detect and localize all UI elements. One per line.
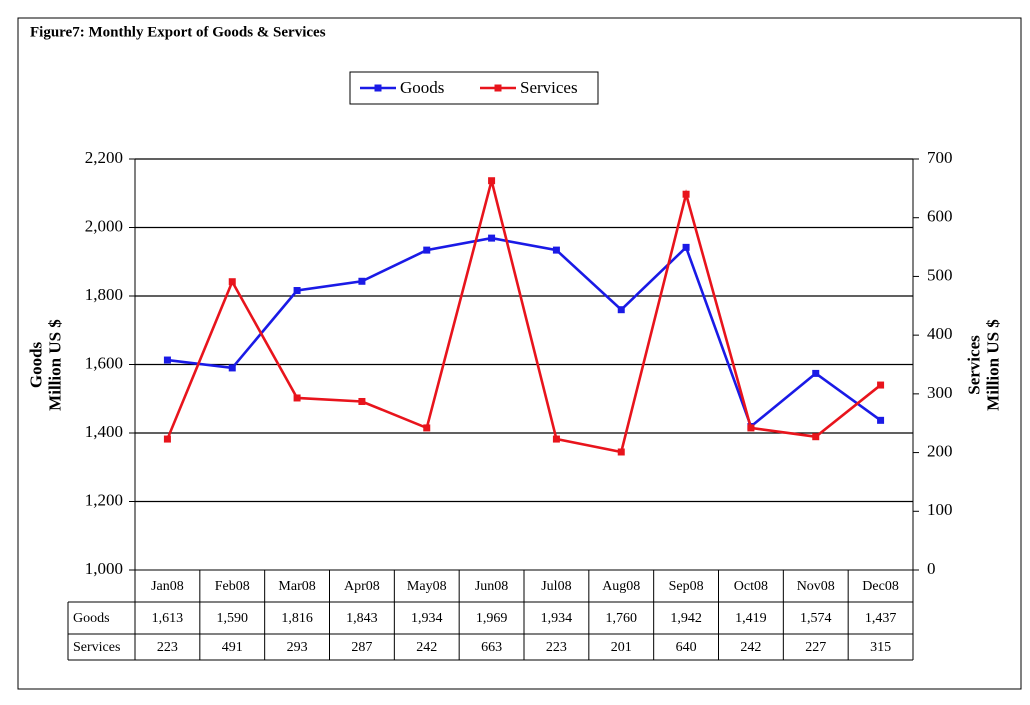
table-cell: 1,613 bbox=[152, 611, 184, 626]
table-cell: 1,419 bbox=[735, 611, 767, 626]
y2-tick-label: 400 bbox=[927, 324, 953, 343]
point bbox=[228, 364, 236, 372]
legend-marker bbox=[374, 84, 382, 92]
table-cell: 242 bbox=[416, 640, 437, 655]
point bbox=[682, 243, 690, 251]
x-tick-label: Oct08 bbox=[734, 579, 768, 594]
table-cell: 491 bbox=[222, 640, 243, 655]
legend-label: Services bbox=[520, 78, 578, 97]
point bbox=[617, 306, 625, 314]
point bbox=[293, 287, 301, 295]
x-tick-label: Jun08 bbox=[475, 579, 508, 594]
table-cell: 1,934 bbox=[541, 611, 573, 626]
table-cell: 1,843 bbox=[346, 611, 378, 626]
table-cell: 223 bbox=[546, 640, 567, 655]
point bbox=[617, 448, 625, 456]
table-cell: 1,942 bbox=[670, 611, 702, 626]
table-cell: 640 bbox=[676, 640, 697, 655]
y2-tick-label: 100 bbox=[927, 500, 953, 519]
table-row-header: Goods bbox=[73, 611, 110, 626]
point bbox=[747, 424, 755, 432]
point bbox=[163, 435, 171, 443]
y2-axis-label-line: Services bbox=[964, 335, 983, 395]
point bbox=[552, 246, 560, 254]
table-cell: 293 bbox=[287, 640, 308, 655]
y-axis-label: Goods Million US $ bbox=[26, 319, 64, 411]
point bbox=[552, 435, 560, 443]
x-tick-label: Jan08 bbox=[151, 579, 184, 594]
y-tick-label: 1,600 bbox=[85, 353, 123, 372]
y2-axis-label-line: Million US $ bbox=[983, 319, 1002, 411]
table-cell: 201 bbox=[611, 640, 632, 655]
y-tick-label: 1,200 bbox=[85, 490, 123, 509]
point bbox=[488, 177, 496, 185]
table-cell: 242 bbox=[740, 640, 761, 655]
x-tick-label: Aug08 bbox=[602, 579, 640, 594]
table-cell: 1,760 bbox=[606, 611, 638, 626]
table-cell: 315 bbox=[870, 640, 891, 655]
point bbox=[228, 278, 236, 286]
series-line bbox=[166, 180, 882, 454]
chart-title: Figure7: Monthly Export of Goods & Servi… bbox=[30, 24, 326, 40]
point bbox=[423, 424, 431, 432]
point bbox=[488, 234, 496, 242]
x-tick-label: Nov08 bbox=[797, 579, 835, 594]
y-axis-label-line: Goods bbox=[26, 341, 45, 388]
y-tick-label: 1,400 bbox=[85, 422, 123, 441]
x-tick-label: Apr08 bbox=[344, 579, 380, 594]
y2-tick-label: 0 bbox=[927, 559, 936, 578]
table-cell: 287 bbox=[351, 640, 372, 655]
table-cell: 223 bbox=[157, 640, 178, 655]
table-cell: 1,437 bbox=[865, 611, 897, 626]
x-tick-label: May08 bbox=[407, 579, 447, 594]
y-tick-label: 2,000 bbox=[85, 216, 123, 235]
table-cell: 1,816 bbox=[281, 611, 313, 626]
legend-label: Goods bbox=[400, 78, 444, 97]
x-tick-label: Sep08 bbox=[669, 579, 704, 594]
point bbox=[358, 397, 366, 405]
point bbox=[358, 277, 366, 285]
table-cell: 1,574 bbox=[800, 611, 832, 626]
y-axis-label-line: Million US $ bbox=[45, 319, 64, 411]
x-tick-label: Mar08 bbox=[278, 579, 315, 594]
table-cell: 1,934 bbox=[411, 611, 443, 626]
y2-tick-label: 700 bbox=[927, 148, 953, 167]
table-cell: 663 bbox=[481, 640, 502, 655]
y-tick-label: 1,800 bbox=[85, 285, 123, 304]
series-line bbox=[167, 236, 882, 429]
point bbox=[812, 369, 820, 377]
y-tick-label: 1,000 bbox=[85, 559, 123, 578]
chart-frame bbox=[17, 17, 1022, 690]
table-cell: 227 bbox=[805, 640, 826, 655]
point bbox=[423, 246, 431, 254]
point bbox=[877, 416, 885, 424]
table-row-header: Services bbox=[73, 640, 120, 655]
point bbox=[812, 433, 820, 441]
x-tick-label: Dec08 bbox=[862, 579, 899, 594]
point bbox=[293, 394, 301, 402]
y-tick-label: 2,200 bbox=[85, 148, 123, 167]
x-tick-label: Jul08 bbox=[541, 579, 571, 594]
point bbox=[682, 190, 690, 198]
table-cell: 1,969 bbox=[476, 611, 508, 626]
table-cell: 1,590 bbox=[217, 611, 249, 626]
point bbox=[877, 381, 885, 389]
y2-tick-label: 300 bbox=[927, 383, 953, 402]
point bbox=[163, 356, 171, 364]
y2-tick-label: 600 bbox=[927, 207, 953, 226]
y2-axis-label: Services Million US $ bbox=[964, 319, 1002, 411]
y2-tick-label: 200 bbox=[927, 441, 953, 460]
x-tick-label: Feb08 bbox=[215, 579, 250, 594]
y2-tick-label: 500 bbox=[927, 265, 953, 284]
legend-marker bbox=[494, 84, 502, 92]
